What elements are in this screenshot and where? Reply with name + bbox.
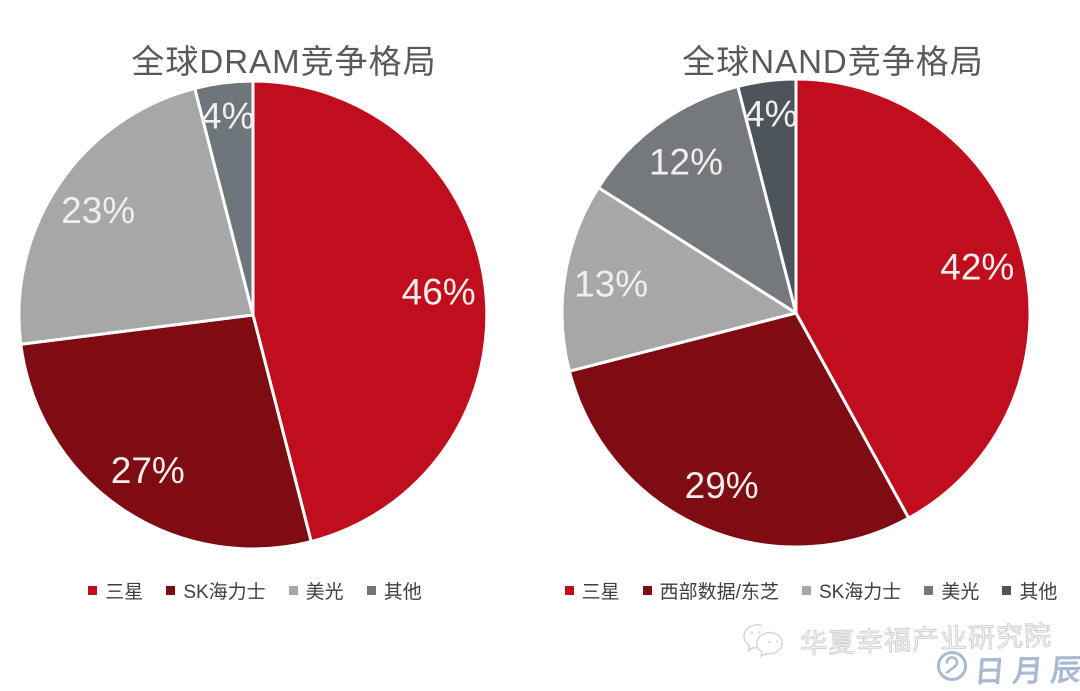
stamp-ring-icon bbox=[934, 648, 970, 689]
pie-slice-美光 bbox=[596, 84, 798, 315]
legend-item-SK海力士: SK海力士 bbox=[166, 577, 266, 604]
pie-data-label: 4% bbox=[744, 93, 797, 134]
stamp-text: 日月辰 bbox=[973, 654, 1080, 689]
legend-item-其他: 其他 bbox=[1002, 577, 1057, 604]
legend-marker bbox=[166, 585, 176, 595]
legend-item-三星: 三星 bbox=[564, 577, 620, 604]
pie-data-label: 12% bbox=[649, 142, 723, 183]
legend-item-美光: 美光 bbox=[924, 577, 979, 604]
pie-slice-其他 bbox=[193, 79, 255, 317]
legend-marker bbox=[564, 585, 574, 595]
legend-item-美光: 美光 bbox=[288, 577, 344, 604]
pie-slice-其他 bbox=[736, 77, 798, 315]
legend-label: 美光 bbox=[941, 581, 980, 603]
pie-data-label: 13% bbox=[574, 264, 648, 305]
wechat-icon bbox=[737, 615, 797, 670]
pie-data-label: 46% bbox=[402, 271, 476, 312]
pie-slice-美光 bbox=[17, 86, 255, 346]
pie-data-label: 27% bbox=[111, 450, 185, 491]
dram-chart-title: 全球DRAM竞争格局 bbox=[131, 43, 437, 81]
pie-slice-西部数据/东芝 bbox=[567, 311, 911, 549]
legend-marker bbox=[88, 585, 98, 595]
legend-marker bbox=[1002, 585, 1012, 595]
nand-legend: 三星 西部数据/东芝 SK海力士 美光 其他 bbox=[542, 576, 1080, 604]
pie-slice-三星 bbox=[794, 77, 1032, 520]
legend-item-三星: 三星 bbox=[88, 577, 143, 604]
pie-data-label: 4% bbox=[201, 95, 254, 136]
legend-label: SK海力士 bbox=[183, 581, 266, 603]
legend-marker bbox=[642, 585, 652, 595]
pie-data-label: 23% bbox=[61, 190, 135, 231]
source-watermark: 华夏幸福产业研究院 bbox=[737, 607, 1053, 671]
pie-slice-SK海力士 bbox=[560, 186, 798, 373]
legend-marker bbox=[366, 585, 376, 595]
pie-data-label: 42% bbox=[940, 246, 1014, 287]
pie-data-label: 29% bbox=[685, 465, 759, 506]
legend-item-SK海力士: SK海力士 bbox=[801, 577, 902, 604]
legend-marker bbox=[801, 585, 811, 595]
legend-item-西部数据/东芝: 西部数据/东芝 bbox=[642, 577, 779, 604]
pie-slice-SK海力士 bbox=[19, 313, 313, 551]
dram-pie-chart: 46% 27% 23% 4% bbox=[17, 79, 489, 551]
pie-slice-三星 bbox=[251, 79, 489, 544]
dram-legend: 三星 SK海力士 美光 其他 bbox=[5, 576, 505, 604]
stamp-logo: 日月辰 bbox=[934, 646, 1080, 690]
nand-chart-title: 全球NAND竞争格局 bbox=[682, 43, 984, 81]
legend-marker bbox=[924, 585, 934, 595]
legend-label: 西部数据/东芝 bbox=[659, 581, 779, 603]
legend-label: 三星 bbox=[105, 581, 144, 603]
legend-marker bbox=[288, 585, 298, 595]
legend-label: 其他 bbox=[383, 581, 422, 603]
legend-label: 三星 bbox=[581, 581, 620, 603]
legend-label: SK海力士 bbox=[818, 581, 902, 603]
nand-pie-chart: 42% 29% 13% 12% 4% bbox=[560, 77, 1032, 549]
legend-label: 其他 bbox=[1019, 581, 1058, 603]
legend-label: 美光 bbox=[305, 581, 344, 603]
legend-item-其他: 其他 bbox=[366, 577, 422, 604]
